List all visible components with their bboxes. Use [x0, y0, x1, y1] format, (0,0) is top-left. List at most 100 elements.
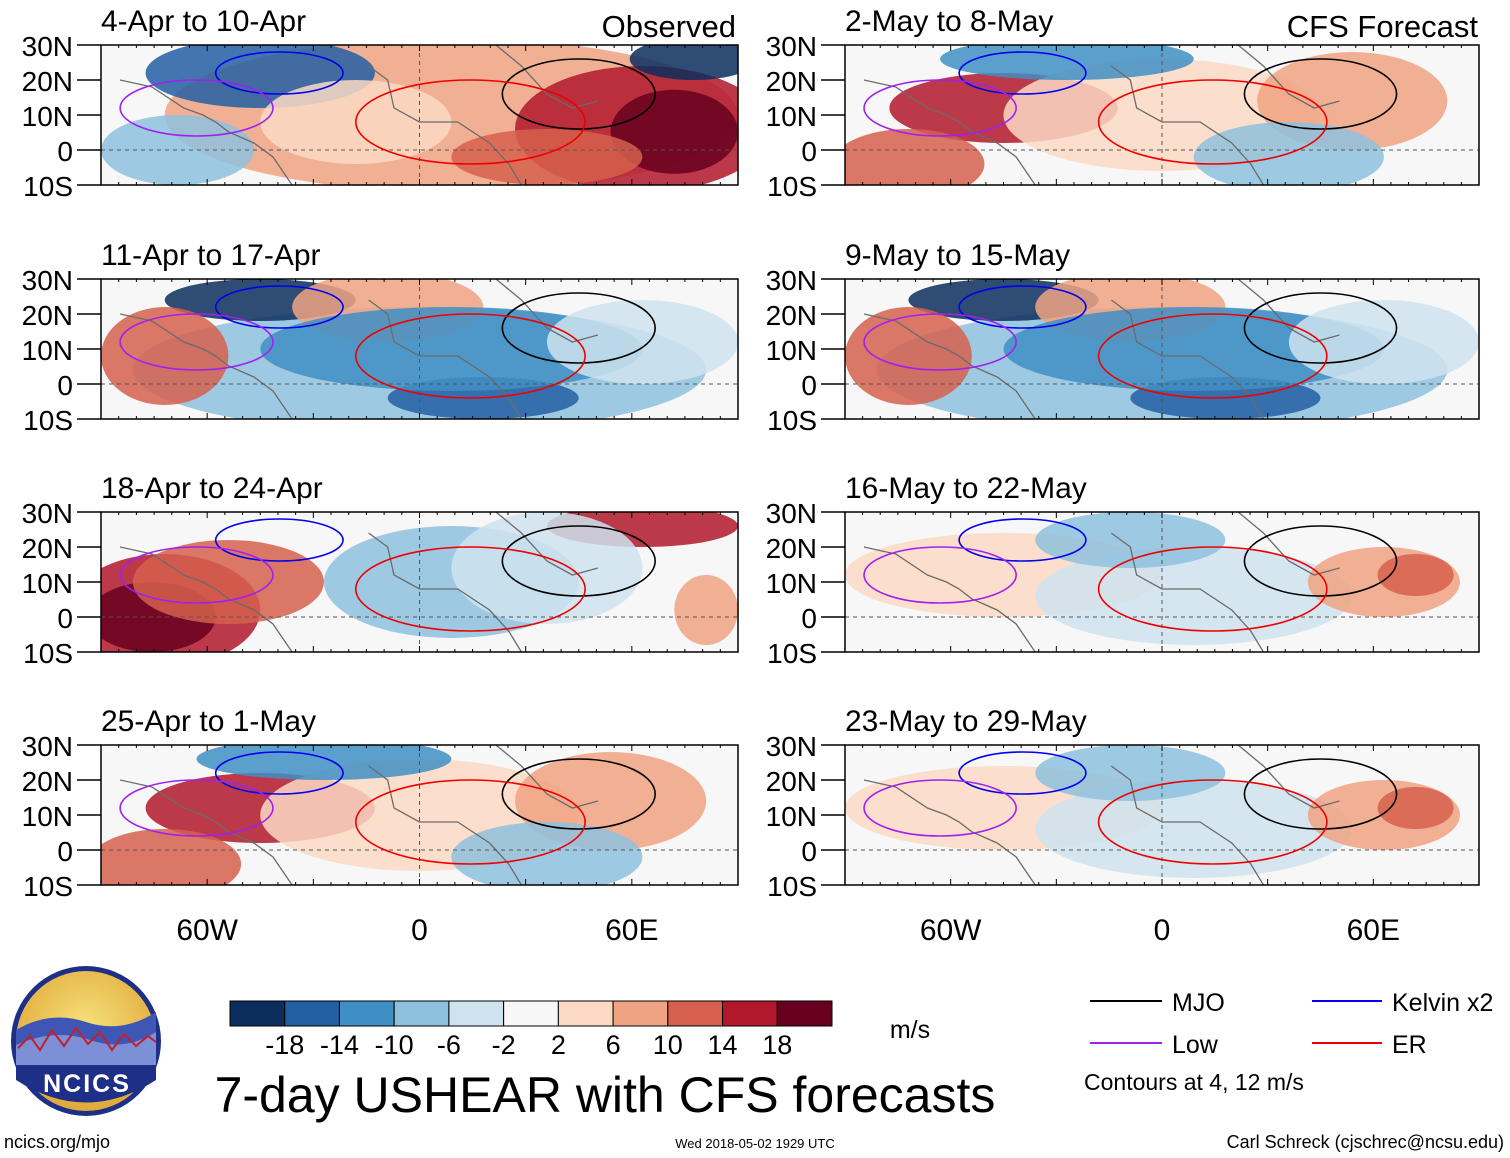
contour-er — [1097, 546, 1328, 632]
coastline — [1237, 45, 1340, 109]
lat-tick-label: 20N — [766, 300, 817, 331]
coastline — [1237, 512, 1340, 576]
contour-mjo — [1243, 525, 1398, 597]
contour-er — [1097, 779, 1328, 865]
shear-region — [1035, 512, 1226, 568]
colorbar-swatch — [557, 1000, 614, 1027]
lat-tick-label: 0 — [57, 370, 73, 401]
contour-kelvin-x2 — [214, 751, 344, 795]
lat-tick-label: 10N — [22, 335, 73, 366]
colorbar-tick-label: -2 — [492, 1030, 516, 1060]
legend: MJO Kelvin x2 Low ER Contours at 4, 12 m… — [1084, 989, 1493, 1095]
colorbar-tick-label: 2 — [551, 1030, 566, 1060]
legend-label-er: ER — [1392, 1031, 1427, 1059]
legend-label-kelvin: Kelvin x2 — [1392, 989, 1493, 1017]
coastline — [1110, 765, 1264, 885]
shear-region — [451, 822, 643, 885]
footer-url: ncics.org/mjo — [4, 1132, 110, 1152]
coastline — [368, 299, 522, 419]
panel-period-title: 11-Apr to 17-Apr — [101, 239, 321, 272]
lat-tick-label: 10S — [767, 171, 817, 202]
colorbar-swatch — [284, 1000, 340, 1027]
panel-shading — [101, 279, 738, 419]
coastline — [368, 532, 522, 652]
contour-low — [119, 313, 274, 371]
lat-tick-label: 30N — [22, 265, 73, 296]
coastline — [1110, 65, 1264, 185]
logo-text: NCICS — [43, 1070, 131, 1098]
lon-tick-label: 60W — [176, 914, 238, 947]
panel-period-title: 2-May to 8-May — [845, 5, 1053, 38]
colorbar-swatch — [722, 1000, 778, 1027]
contour-low — [863, 546, 1017, 604]
colorbar-tick-label: -6 — [437, 1030, 461, 1060]
contour-er — [1097, 79, 1328, 165]
colorbar-swatch — [503, 1000, 559, 1027]
panel-shading — [845, 512, 1460, 652]
shear-region — [1035, 547, 1353, 645]
lon-tick-label: 60E — [1347, 914, 1400, 947]
coastline — [1237, 745, 1340, 809]
lat-tick-label: 10S — [23, 871, 73, 902]
colorbar-tick-label: 14 — [708, 1030, 738, 1060]
lat-tick-label: 20N — [766, 533, 817, 564]
lat-tick-label: 10N — [22, 101, 73, 132]
footer-author: Carl Schreck (cjschrec@ncsu.edu) — [1227, 1132, 1504, 1152]
shear-region — [1377, 554, 1454, 596]
colorbar-tick-label: 6 — [606, 1030, 621, 1060]
panel-shading — [845, 745, 1460, 885]
shear-region — [1035, 745, 1226, 801]
shear-region — [674, 575, 738, 645]
panel-shading — [101, 45, 738, 185]
colorbar-tick-label: 10 — [653, 1030, 683, 1060]
lat-tick-label: 0 — [57, 603, 73, 634]
shear-region — [546, 300, 738, 384]
footer-timestamp: Wed 2018-05-02 1929 UTC — [675, 1136, 834, 1151]
panel-period-title: 16-May to 22-May — [845, 472, 1087, 505]
lat-tick-label: 10N — [22, 568, 73, 599]
shear-region — [1035, 780, 1353, 878]
header-observed-label: Observed — [602, 9, 736, 44]
contour-low — [863, 313, 1017, 371]
contour-er — [1097, 313, 1328, 399]
contour-low — [119, 79, 274, 137]
colorbar-swatch — [229, 1000, 286, 1027]
lat-tick-label: 10N — [766, 101, 817, 132]
panel-1: 4-Apr to 10-Apr 30N 20N 10N 0 10S — [22, 5, 739, 202]
contour-kelvin-x2 — [214, 518, 344, 562]
panel-3: 18-Apr to 24-Apr 30N 20N 10N 0 10S — [22, 472, 739, 669]
legend-label-low: Low — [1172, 1031, 1219, 1059]
panel-period-title: 23-May to 29-May — [845, 705, 1087, 738]
contour-mjo — [1243, 58, 1398, 130]
panel-shading — [101, 745, 707, 885]
coastline — [863, 79, 1036, 185]
panel-2: 11-Apr to 17-Apr 30N 20N 10N 0 10S — [22, 239, 739, 436]
contour-low — [863, 779, 1017, 837]
lat-tick-label: 20N — [22, 300, 73, 331]
colorbar-tick-label: 18 — [762, 1030, 792, 1060]
coastline — [119, 546, 293, 652]
lat-tick-label: 20N — [22, 66, 73, 97]
contour-er — [354, 79, 586, 165]
contour-kelvin-x2 — [214, 285, 344, 329]
legend-label-mjo: MJO — [1172, 989, 1225, 1017]
lat-tick-label: 20N — [766, 66, 817, 97]
lat-tick-label: 10S — [23, 405, 73, 436]
lat-tick-label: 0 — [801, 370, 817, 401]
colorbar-swatch — [393, 1000, 450, 1027]
lat-tick-label: 30N — [22, 731, 73, 762]
lat-tick-label: 0 — [801, 136, 817, 167]
contour-kelvin-x2 — [958, 285, 1087, 329]
contour-mjo — [501, 58, 656, 130]
shear-region — [845, 129, 985, 185]
coastline — [1110, 299, 1264, 419]
contour-er — [354, 779, 586, 865]
shear-region — [845, 307, 972, 405]
shear-region — [1377, 787, 1454, 829]
panel-period-title: 9-May to 15-May — [845, 239, 1070, 272]
lat-tick-label: 10N — [766, 801, 817, 832]
shear-region — [196, 745, 452, 780]
lat-tick-label: 10N — [766, 335, 817, 366]
panel-period-title: 25-Apr to 1-May — [101, 705, 316, 738]
